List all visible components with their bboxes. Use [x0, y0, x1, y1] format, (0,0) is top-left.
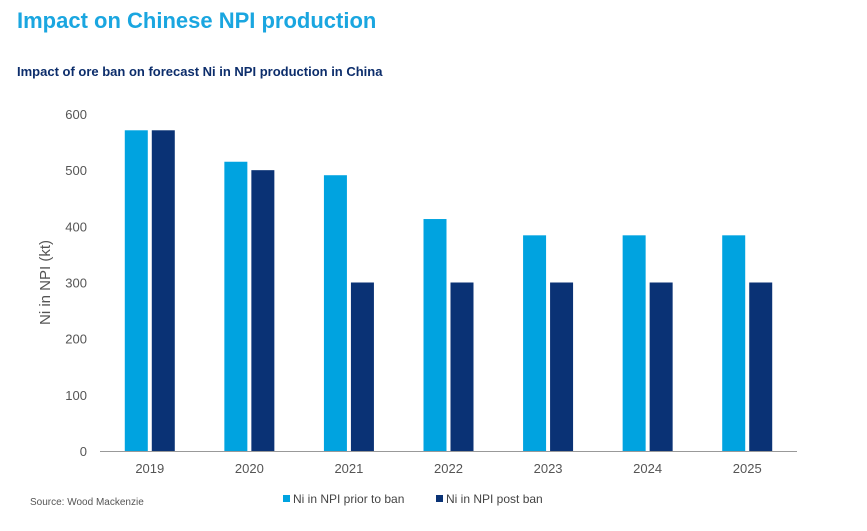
bar-prior-to-ban-2019	[124, 130, 148, 451]
x-tick-label: 2020	[235, 461, 264, 476]
y-tick-label: 100	[65, 388, 87, 403]
page-title: Impact on Chinese NPI production	[17, 8, 377, 33]
x-tick-label: 2021	[334, 461, 363, 476]
legend-label: Ni in NPI prior to ban	[293, 492, 404, 506]
x-tick-label: 2022	[434, 461, 463, 476]
bar-post-ban-2021	[350, 282, 374, 451]
legend-swatch	[283, 495, 290, 502]
source-note: Source: Wood Mackenzie	[30, 497, 144, 508]
bar-prior-to-ban-2022	[423, 219, 447, 451]
bar-post-ban-2019	[151, 130, 175, 451]
bar-prior-to-ban-2025	[722, 235, 746, 451]
bar-post-ban-2023	[550, 282, 574, 451]
y-tick-label: 300	[65, 276, 87, 291]
y-tick-label: 0	[80, 444, 87, 459]
legend-label: Ni in NPI post ban	[446, 492, 543, 506]
bar-prior-to-ban-2020	[224, 161, 248, 451]
x-axis-ticks: 2019 2020 2021 2022 2023 2024 2025	[135, 461, 761, 476]
x-tick-label: 2023	[534, 461, 563, 476]
bar-post-ban-2025	[749, 282, 773, 451]
y-tick-label: 600	[65, 107, 87, 122]
bar-post-ban-2024	[649, 282, 673, 451]
x-tick-label: 2019	[135, 461, 164, 476]
x-tick-label: 2024	[633, 461, 662, 476]
bar-post-ban-2022	[450, 282, 474, 451]
y-axis-label: Ni in NPI (kt)	[37, 240, 54, 325]
y-tick-label: 400	[65, 219, 87, 234]
chart-title: Impact of ore ban on forecast Ni in NPI …	[17, 64, 383, 79]
bar-prior-to-ban-2023	[523, 235, 547, 451]
legend: Ni in NPI prior to ban Ni in NPI post ban	[283, 492, 543, 506]
y-tick-label: 200	[65, 332, 87, 347]
bar-prior-to-ban-2021	[323, 175, 347, 451]
y-axis-ticks: 0 100 200 300 400 500 600	[65, 107, 87, 459]
bars	[124, 130, 773, 451]
bar-post-ban-2020	[251, 170, 275, 451]
legend-swatch	[436, 495, 443, 502]
x-tick-label: 2025	[733, 461, 762, 476]
bar-prior-to-ban-2024	[622, 235, 646, 451]
y-tick-label: 500	[65, 163, 87, 178]
